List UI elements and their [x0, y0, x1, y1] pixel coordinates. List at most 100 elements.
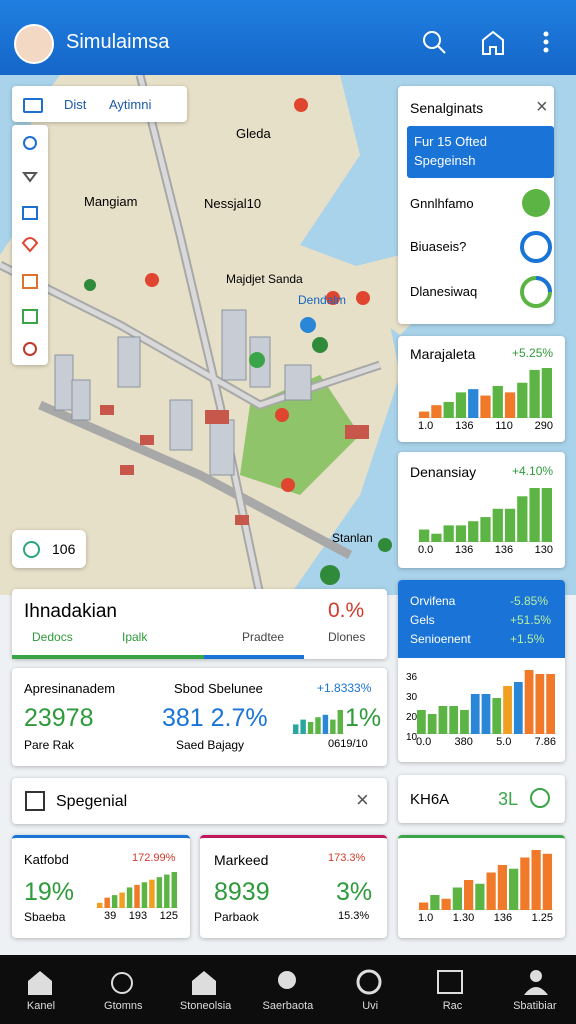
- x-labels: 0.0 380 5.0 7.86: [416, 736, 556, 748]
- x-tick-label: 0.0: [418, 544, 434, 556]
- tag[interactable]: Dedocs: [32, 630, 73, 644]
- avatar[interactable]: [14, 24, 54, 64]
- bar: [475, 883, 485, 910]
- card-value: 8939: [214, 878, 270, 906]
- panel-item[interactable]: Biuaseis?: [410, 239, 467, 254]
- nav-item[interactable]: Sbatibiar: [513, 1000, 557, 1012]
- card-title: Markeed: [214, 852, 269, 868]
- zoom-chip[interactable]: 106: [12, 530, 86, 568]
- bar: [315, 717, 321, 734]
- x-tick-label: 1.0: [418, 420, 434, 432]
- x-tick-label: 7.86: [534, 736, 556, 748]
- bar: [337, 710, 343, 734]
- bar: [541, 368, 552, 418]
- tag[interactable]: Pradtee: [242, 630, 285, 644]
- x-tick-label: 136: [493, 912, 513, 924]
- x-tick-label: 5.0: [496, 736, 512, 748]
- bar: [468, 389, 479, 418]
- nav-item[interactable]: Saerbaota: [262, 1000, 314, 1012]
- bar: [513, 682, 523, 734]
- bar: [541, 488, 552, 542]
- map-label: Stanlan: [332, 531, 373, 545]
- toolbar-dropdown[interactable]: Aytimni: [109, 97, 152, 112]
- bar: [134, 884, 140, 908]
- toolbar-label[interactable]: Dist: [64, 97, 87, 112]
- bar: [156, 877, 163, 908]
- panel-item[interactable]: Dlanesiwaq: [410, 284, 478, 299]
- y-tick-label: 20: [406, 712, 418, 723]
- nav-item[interactable]: Uvi: [362, 1000, 379, 1012]
- nav-item[interactable]: Gtomns: [104, 1000, 143, 1012]
- card-change: 173.3%: [328, 852, 366, 864]
- side-chart-card: Denansiay +4.10% 0.0 136 136 130: [398, 452, 565, 568]
- mini-chart: [96, 872, 178, 908]
- mini-chart: [416, 670, 556, 734]
- x-tick-label: 125: [159, 910, 178, 922]
- bar: [427, 714, 437, 734]
- card-value: 3%: [336, 878, 373, 906]
- special-bar[interactable]: Spegenial ×: [12, 778, 387, 824]
- stat-value: 23978: [24, 704, 94, 732]
- bar: [535, 674, 545, 734]
- bar: [468, 521, 479, 542]
- bar: [441, 898, 451, 910]
- bar: [419, 529, 430, 542]
- card-change: +4.10%: [512, 464, 554, 478]
- bar: [460, 710, 469, 734]
- card-title: Katfobd: [24, 852, 69, 867]
- bar: [546, 674, 555, 734]
- bar: [293, 724, 299, 734]
- bar: [443, 401, 454, 418]
- bar: [300, 719, 306, 734]
- y-tick-label: 30: [406, 692, 418, 703]
- kpi-card: KH6A 3L: [398, 775, 565, 823]
- tag[interactable]: Dlones: [328, 630, 366, 644]
- close-button[interactable]: ×: [536, 96, 548, 118]
- bar: [307, 722, 314, 734]
- x-tick-label: 110: [495, 420, 513, 432]
- bar: [517, 382, 528, 418]
- x-tick-label: 290: [534, 420, 553, 432]
- bar: [470, 694, 480, 734]
- nav-item[interactable]: Kanel: [26, 1000, 56, 1012]
- stat-sub: Saed Bajagy: [176, 738, 245, 752]
- banner-text: Spegeinsh: [414, 153, 476, 168]
- bar: [330, 719, 336, 734]
- card-change: 172.99%: [132, 852, 176, 864]
- card-title: Marajaleta: [410, 346, 476, 362]
- toggle-icons[interactable]: [516, 184, 554, 314]
- panel-item[interactable]: Gnnlhfamo: [410, 196, 474, 211]
- bar: [431, 405, 442, 418]
- mini-chart: [418, 850, 553, 910]
- summary-label: Senioenent: [410, 632, 471, 646]
- header-icons[interactable]: [420, 28, 560, 58]
- banner-text: Fur 15 Ofted: [414, 134, 487, 149]
- map-label: Mangiam: [84, 194, 137, 209]
- metric-card: Katfobd 172.99% 19% Sbaeba 39 193 125: [12, 835, 190, 938]
- map-toolbar[interactable]: Dist Aytimni: [12, 86, 187, 122]
- x-tick-label: 193: [128, 910, 148, 922]
- kpi-icon[interactable]: [530, 788, 550, 808]
- stat-sub: 0619/10: [328, 738, 368, 750]
- bar: [455, 392, 467, 418]
- tool-icons[interactable]: [12, 125, 48, 365]
- close-button[interactable]: ×: [356, 787, 369, 812]
- bar: [520, 857, 530, 910]
- x-tick-label: 136: [455, 420, 474, 432]
- panel-banner[interactable]: Fur 15 Ofted Spegeinsh: [407, 126, 554, 178]
- kpi-title: KH6A: [410, 791, 450, 808]
- toolbar-icon: [23, 98, 43, 113]
- x-tick-label: 39: [104, 910, 117, 922]
- mini-chart: [292, 710, 344, 734]
- nav-item[interactable]: Rac: [442, 1000, 463, 1012]
- stat-value: 1%: [345, 704, 382, 732]
- bar: [111, 895, 118, 908]
- x-tick-label: 1.30: [452, 912, 475, 924]
- tag[interactable]: Ipalk: [122, 630, 148, 644]
- bar: [503, 686, 512, 734]
- nav-item[interactable]: Stoneolsia: [179, 1000, 232, 1012]
- bar: [149, 879, 155, 908]
- mini-chart: [418, 488, 553, 542]
- map-label: Gleda: [236, 126, 271, 141]
- y-tick-label: 36: [406, 672, 418, 683]
